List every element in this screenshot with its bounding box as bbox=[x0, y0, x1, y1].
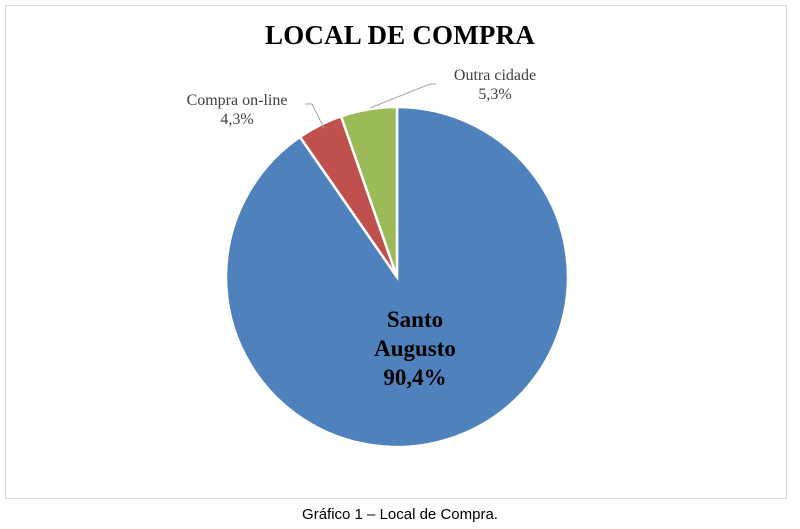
label-compra-online: Compra on-line 4,3% bbox=[166, 91, 308, 129]
label-outra-cidade-name: Outra cidade bbox=[453, 67, 537, 84]
pie-slice-outra-cidade bbox=[339, 105, 399, 278]
label-santo-augusto-pct: 90,4% bbox=[383, 365, 447, 390]
label-santo-augusto-line1: Santo bbox=[386, 307, 444, 332]
label-outra-cidade: Outra cidade 5,3% bbox=[430, 66, 560, 104]
chart-title: LOCAL DE COMPRA bbox=[264, 20, 535, 50]
label-compra-online-pct: 4,3% bbox=[220, 111, 254, 128]
leader-line-compra-online bbox=[305, 103, 325, 129]
figure-caption: Gráfico 1 – Local de Compra. bbox=[302, 506, 498, 523]
leader-line-outra-cidade bbox=[369, 83, 436, 109]
label-santo-augusto-line2: Augusto bbox=[374, 336, 456, 361]
label-outra-cidade-pct: 5,3% bbox=[478, 86, 512, 103]
label-santo-augusto: Santo Augusto 90,4% bbox=[340, 305, 490, 392]
label-compra-online-name: Compra on-line bbox=[186, 92, 288, 109]
